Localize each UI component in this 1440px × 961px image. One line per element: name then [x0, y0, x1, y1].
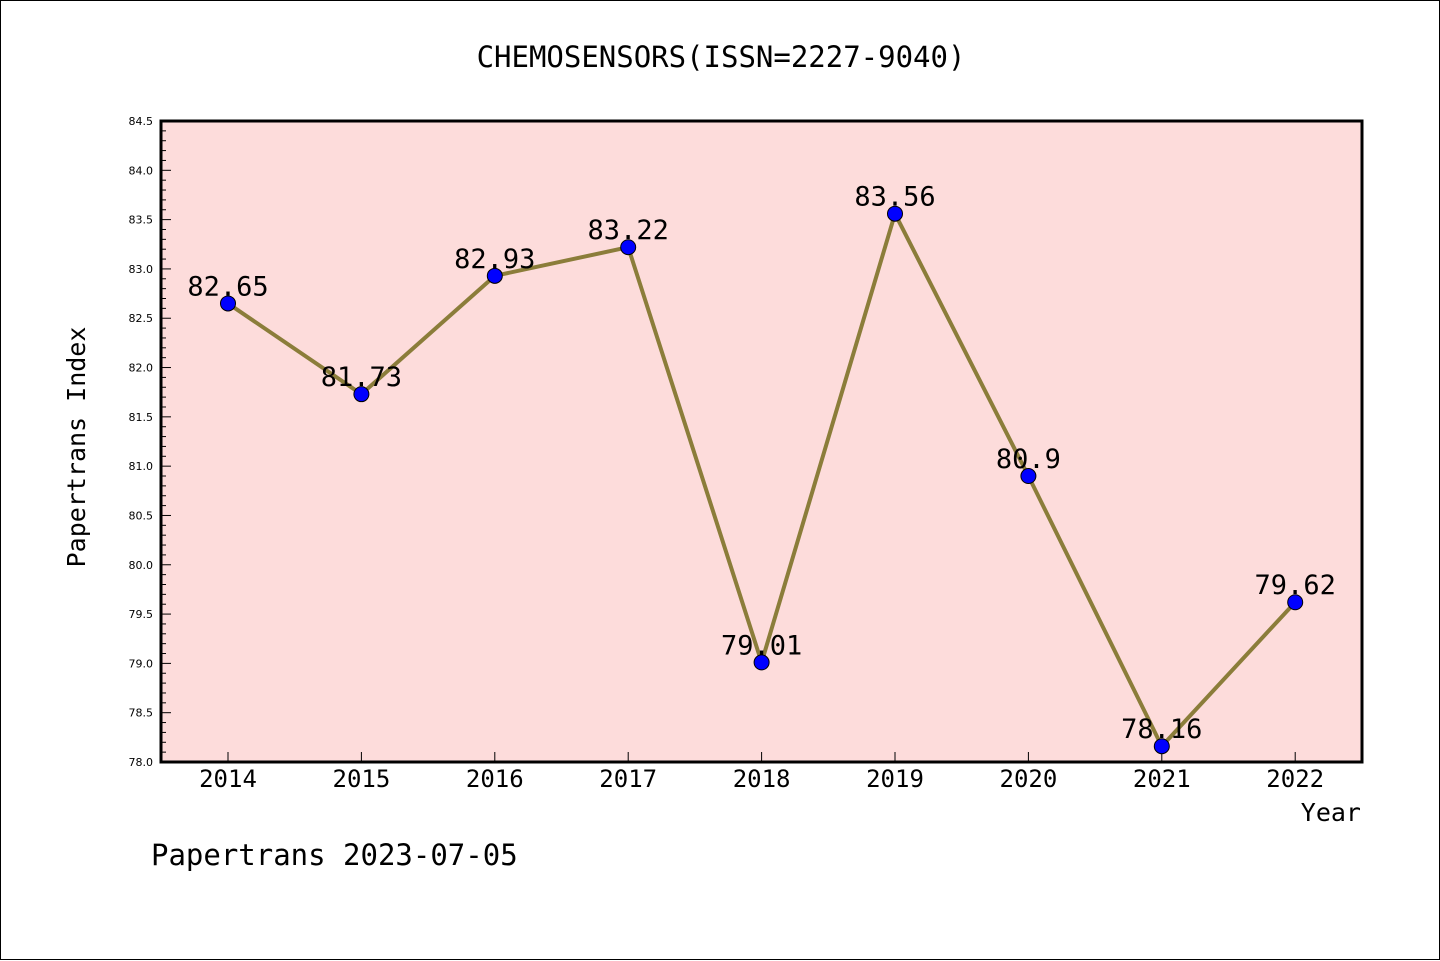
data-point-2020 [1020, 468, 1037, 485]
data-point-2014 [220, 295, 236, 312]
y-tick-label: 81.5 [129, 411, 154, 424]
data-label-2018: 79.01 [721, 630, 802, 661]
y-tick-label: 81.0 [129, 460, 154, 473]
y-tick-label: 79.5 [129, 608, 154, 621]
data-label-2022: 79.62 [1255, 570, 1336, 601]
y-tick-label: 79.0 [129, 657, 154, 670]
y-tick-label: 78.5 [129, 707, 154, 720]
y-tick-label: 82.5 [129, 312, 154, 325]
x-tick-label: 2016 [466, 765, 524, 793]
x-tick-label: 2014 [199, 765, 257, 793]
x-tick-label: 2019 [866, 765, 924, 793]
x-tick-label: 2020 [1000, 765, 1058, 793]
data-labels: 82.65 81.73 82.93 83.22 79.01 83.56 80.9 78.16 7… [187, 182, 1335, 746]
footer-text: Papertrans 2023-07-05 [151, 838, 518, 872]
x-tick-label: 2018 [733, 765, 791, 793]
chart-title: CHEMOSENSORS(ISSN=2227-9040) [477, 40, 966, 74]
y-axis-title: Papertrans Index [62, 327, 91, 568]
plot-border [159, 119, 1364, 764]
x-tick-label: 2021 [1133, 765, 1191, 793]
y-tick-label: 82.0 [129, 362, 154, 375]
data-point-2015 [353, 386, 370, 403]
data-point-2016 [486, 267, 503, 284]
x-tick-label: 2022 [1266, 765, 1324, 793]
x-tick-label: 2015 [333, 765, 391, 793]
data-label-2015: 81.73 [321, 362, 402, 393]
y-tick-label: 80.5 [129, 509, 154, 522]
y-tick-label: 83.0 [129, 263, 154, 276]
data-point-2019 [887, 205, 903, 222]
data-label-2020: 80.9 [996, 444, 1061, 475]
y-axis: 78.0 78.5 79.0 79.5 80.0 80.5 81.0 81.5 82.0 82.5… [129, 115, 171, 769]
data-point-2018 [753, 654, 770, 671]
y-tick-label: 84.5 [129, 115, 154, 128]
y-tick-label: 78.0 [129, 756, 154, 769]
data-label-2021: 78.16 [1121, 714, 1202, 745]
data-label-2016: 82.93 [454, 244, 535, 275]
data-point-2017 [620, 239, 637, 256]
y-tick-label: 83.5 [129, 214, 154, 227]
y-tick-label: 80.0 [129, 559, 154, 572]
data-label-2017: 83.22 [588, 215, 669, 246]
x-tick-label: 2017 [599, 765, 657, 793]
data-label-2014: 82.65 [187, 271, 268, 302]
x-axis-title: Year [1301, 798, 1361, 827]
y-tick-label: 84.0 [129, 164, 154, 177]
series-markers [220, 205, 1304, 755]
data-label-2019: 83.56 [854, 182, 935, 213]
data-point-2021 [1153, 738, 1170, 755]
data-point-2022 [1287, 594, 1304, 611]
x-axis: 2014 2015 2016 2017 2018 2019 2020 2021 2022 [199, 752, 1324, 793]
